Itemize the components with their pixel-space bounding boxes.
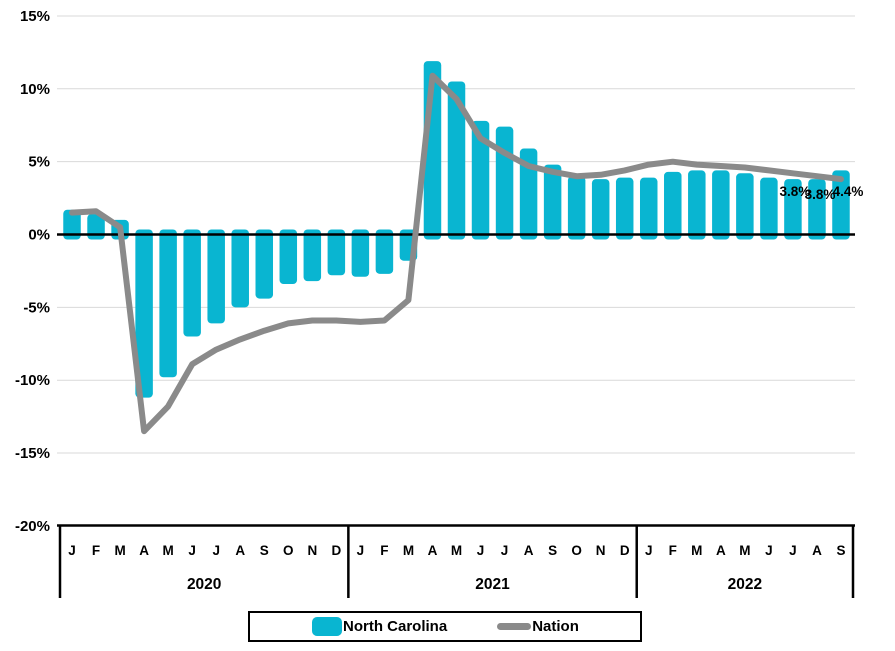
month-label: J (789, 543, 797, 558)
year-label: 2020 (187, 576, 221, 593)
value-label: 3.8% (780, 184, 811, 199)
legend-item-nation: Nation (497, 618, 579, 635)
nc-bar (375, 229, 394, 274)
month-label: J (357, 543, 365, 558)
month-label: M (691, 543, 702, 558)
nc-bar (712, 170, 730, 240)
month-label: A (235, 543, 245, 558)
y-tick-label: 15% (20, 8, 50, 25)
month-label: M (403, 543, 414, 558)
month-label: A (812, 543, 822, 558)
month-label: F (380, 543, 388, 558)
month-label: F (669, 543, 677, 558)
month-label: J (188, 543, 196, 558)
nc-bar (447, 81, 466, 240)
nc-bar (159, 229, 177, 378)
legend-item-north-carolina: North Carolina (312, 617, 447, 636)
nc-bar (615, 177, 634, 240)
nc-bar (784, 179, 802, 240)
nc-bar (471, 120, 490, 240)
month-label: A (524, 543, 534, 558)
nc-bar (87, 214, 105, 240)
month-label: J (477, 543, 485, 558)
legend: North Carolina Nation (248, 611, 642, 642)
nc-bar (327, 229, 346, 276)
month-label: J (501, 543, 509, 558)
nc-bar (664, 171, 682, 240)
nation-line (69, 72, 844, 435)
y-tick-label: -20% (15, 518, 50, 535)
legend-label-north-carolina: North Carolina (343, 618, 448, 635)
nc-bar (495, 126, 514, 240)
month-label: D (620, 543, 630, 558)
north-carolina-swatch-icon (312, 617, 342, 636)
month-label: S (548, 543, 557, 558)
month-label: S (836, 543, 845, 558)
month-label: O (571, 543, 582, 558)
month-label: N (307, 543, 317, 558)
y-tick-label: 0% (28, 227, 50, 244)
month-label: A (139, 543, 149, 558)
nc-bar (591, 179, 610, 240)
value-label: 3.8% (805, 187, 836, 202)
y-tick-label: 5% (28, 154, 50, 171)
month-label: J (645, 543, 653, 558)
nc-bar (736, 173, 754, 240)
nc-bar (63, 209, 81, 240)
y-tick-label: 10% (20, 81, 50, 98)
y-tick-label: -15% (15, 445, 50, 462)
nc-bar (808, 179, 826, 240)
month-label: A (716, 543, 726, 558)
month-label: M (163, 543, 174, 558)
month-label: D (331, 543, 341, 558)
month-label: J (68, 543, 76, 558)
nc-bar (279, 229, 298, 285)
nc-bar (832, 170, 850, 240)
month-label: S (260, 543, 269, 558)
year-label: 2022 (728, 576, 762, 593)
nc-bar (351, 229, 370, 277)
nc-bar (519, 148, 538, 240)
nc-bar (760, 177, 778, 240)
nc-bar (255, 229, 274, 299)
nc-bar (639, 177, 658, 240)
month-label: F (92, 543, 100, 558)
y-tick-label: -10% (15, 372, 50, 389)
month-label: M (739, 543, 750, 558)
month-label: M (114, 543, 125, 558)
value-label: 4.4% (833, 184, 864, 199)
nc-bar (231, 229, 249, 308)
month-label: J (765, 543, 773, 558)
legend-label-nation: Nation (532, 618, 579, 635)
nc-bar (303, 229, 322, 282)
month-label: O (283, 543, 294, 558)
nation-swatch-icon (497, 623, 532, 630)
nc-bar (567, 176, 586, 240)
nc-bar (688, 170, 706, 240)
nc-bar (543, 164, 562, 240)
year-label: 2021 (475, 576, 510, 593)
nc-bar (207, 229, 225, 324)
y-tick-label: -5% (23, 299, 50, 316)
nc-bar (135, 229, 153, 398)
month-label: A (428, 543, 438, 558)
month-label: J (212, 543, 220, 558)
month-label: N (596, 543, 606, 558)
nc-bar (183, 229, 201, 337)
month-label: M (451, 543, 462, 558)
